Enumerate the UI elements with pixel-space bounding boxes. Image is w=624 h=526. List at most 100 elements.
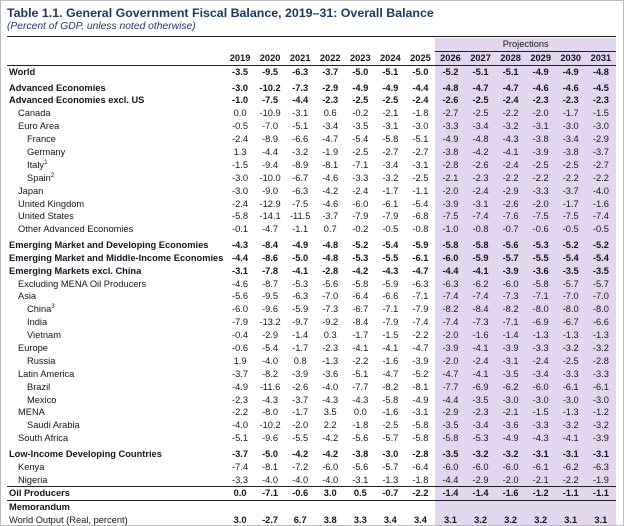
value-cell: -4.0 [232,420,249,431]
value-cell: -2.7 [412,147,429,158]
value-cell: 1.9 [233,355,247,366]
year-header: 2028 [495,51,526,66]
value-cell: -2.2 [525,171,556,185]
value-cell: -1.7 [555,197,586,211]
value-cell: -5.8 [352,278,369,289]
row-label: Italy1 [27,158,48,170]
value-cell: -4.1 [465,367,496,381]
table-row: Japan -3.0 -9.0 -6.3 -4.2 -2.4 -1.7 -1.1 -2.0 -2.… [7,184,616,198]
row-label: MENA [18,407,45,418]
value-cell: -5.0 [292,252,309,263]
row-label: China3 [27,303,55,315]
table-row: Canada 0.0 -10.9 -3.1 0.6 -0.2 -2.1 -1.8 -2.7 -2.… [7,107,616,120]
value-cell: -5.8 [382,134,399,145]
value-cell: -2.4 [465,354,496,368]
table-row: United Kingdom -2.4 -12.9 -7.5 -4.6 -6.0 -6.1 -… [7,197,616,211]
value-cell: -3.6 [495,419,526,432]
value-cell: -2.0 [435,328,466,342]
value-cell: -4.6 [525,78,556,95]
value-cell: -5.2 [555,235,586,252]
value-cell: -2.6 [495,197,526,211]
value-cell: -6.1 [412,252,429,263]
value-cell: 0.7 [323,224,337,235]
value-cell [315,499,346,514]
value-cell: -0.6 [525,223,556,236]
value-cell: -4.3 [495,132,526,146]
value-cell: -3.0 [232,82,249,93]
value-cell: -4.9 [232,381,249,392]
value-cell: -0.1 [232,224,249,235]
value-cell: -0.7 [375,486,406,501]
value-cell: -5.5 [382,252,399,263]
value-cell: -9.5 [262,67,279,78]
value-cell: -7.4 [465,210,496,224]
value-cell: -3.3 [525,341,556,355]
value-cell: -5.4 [585,251,616,265]
value-cell: -5.8 [435,235,466,252]
row-label: India [27,317,48,328]
value-cell: -1.5 [585,107,616,120]
value-cell: -0.5 [382,224,399,235]
value-cell: -4.3 [525,431,556,445]
value-cell: -3.7 [322,67,339,78]
value-cell: -3.5 [465,393,496,407]
table-subtitle: (Percent of GDP, unless noted otherwise) [7,21,616,37]
value-cell: -2.9 [585,132,616,146]
value-cell: -4.2 [292,448,309,459]
value-cell: -3.1 [525,119,556,133]
value-cell: -2.0 [525,197,556,211]
year-header: 2022 [315,51,346,66]
value-cell: -8.0 [525,303,556,316]
value-cell: -1.3 [525,328,556,342]
value-cell: -5.9 [412,239,429,250]
value-cell: 3.8 [315,513,346,525]
value-cell: -4.8 [435,78,466,95]
row-label: Nigeria [18,474,48,485]
value-cell: -5.1 [292,121,309,132]
row-label: Emerging Market and Developing Economies [9,239,209,250]
value-cell: -1.0 [232,95,249,106]
value-cell: -3.0 [382,448,399,459]
value-cell: -5.9 [292,304,309,315]
value-cell: -5.6 [352,461,369,472]
value-cell: -5.1 [465,65,496,79]
value-cell: -4.2 [322,185,339,196]
value-cell: -3.0 [555,119,586,133]
value-cell: -3.2 [382,172,399,183]
value-cell: -5.8 [232,211,249,222]
row-label: Advanced Economies [9,82,106,93]
value-cell: -3.2 [585,341,616,355]
value-cell: -7.1 [352,159,369,170]
value-cell: -3.1 [585,444,616,461]
row-label: World Output (Real, percent) [7,513,225,525]
value-cell: -0.5 [585,223,616,236]
value-cell: -3.2 [555,341,586,355]
table-row: South Africa -5.1 -9.6 -5.5 -4.2 -5.6 -5.7 -5.8… [7,431,616,445]
value-cell: -11.6 [259,381,281,392]
value-cell: 3.4 [375,513,406,525]
value-cell: -9.7 [292,317,309,328]
value-cell: -5.7 [495,251,526,265]
value-cell: -3.9 [585,431,616,445]
value-cell: -7.0 [262,121,279,132]
value-cell: -2.1 [382,108,399,119]
table-row: Mexico -2.3 -4.3 -3.7 -4.3 -4.3 -5.8 -4.9 -4.4 -3… [7,393,616,407]
value-cell: -8.4 [465,303,496,316]
value-cell: -2.9 [435,406,466,420]
value-cell: 0.0 [233,108,247,119]
value-cell: -6.6 [382,291,399,302]
value-cell: -8.0 [555,303,586,316]
value-cell: -2.4 [232,198,249,209]
value-cell: -1.3 [322,355,339,366]
value-cell: -3.9 [435,341,466,355]
value-cell: -8.2 [495,303,526,316]
value-cell: -3.3 [585,367,616,381]
value-cell: -1.6 [382,407,399,418]
value-cell: -1.7 [555,107,586,120]
value-cell: -5.6 [322,278,339,289]
value-cell: -2.9 [262,330,279,341]
value-cell: -4.8 [585,65,616,79]
value-cell: 3.4 [405,513,436,525]
year-header: 2021 [285,51,316,66]
value-cell: -3.3 [352,172,369,183]
